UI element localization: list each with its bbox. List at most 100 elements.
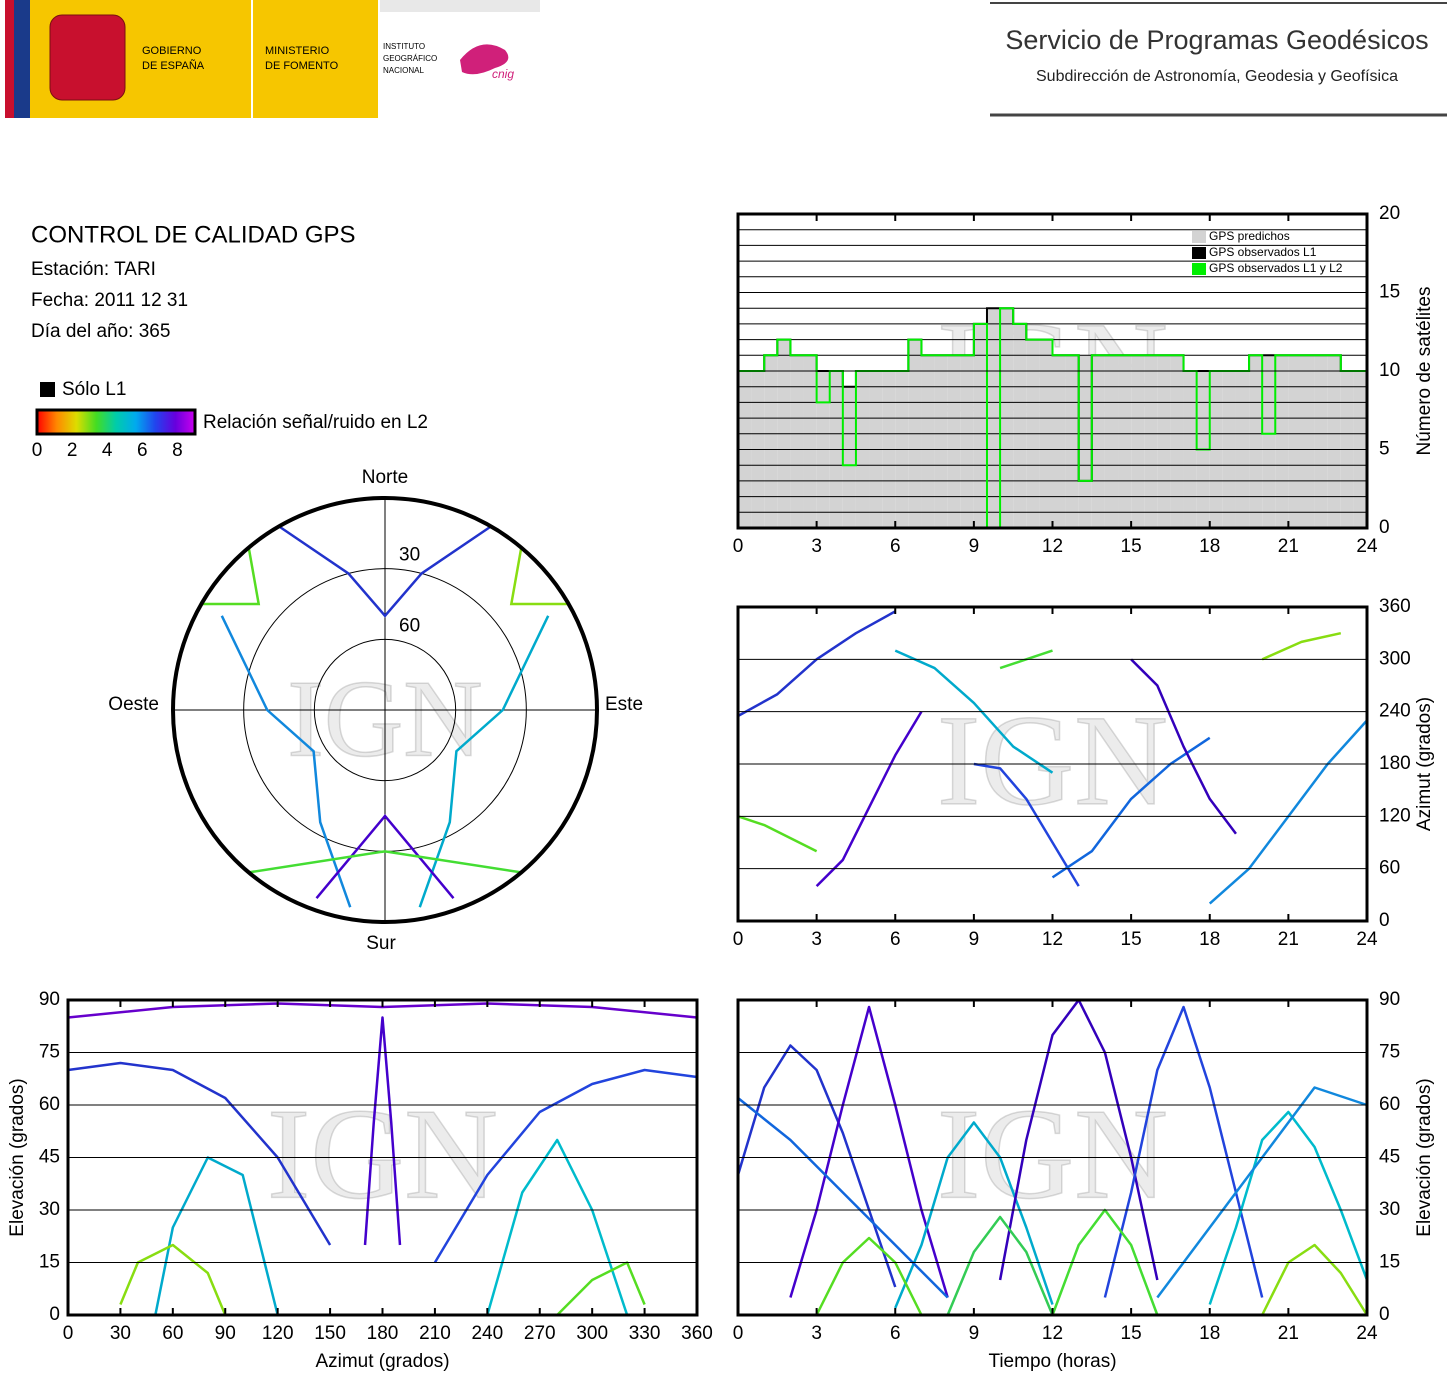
sky-track: [201, 547, 261, 606]
x-tick-label: 21: [1278, 1323, 1299, 1344]
satellite-track: [1261, 631, 1342, 661]
y-tick-label: 0: [1379, 517, 1390, 538]
predicted-bar: [842, 386, 856, 528]
y-tick-label: 90: [39, 989, 60, 1010]
predicted-bar: [1091, 355, 1105, 528]
plot-layer: GPS predichos GPS observados L1 GPS observ…: [738, 229, 1367, 529]
predicted-bar: [1013, 323, 1027, 528]
station: Estación: TARI: [31, 259, 156, 280]
y-tick-label: 30: [1379, 1199, 1400, 1220]
predicted-bar: [1327, 355, 1341, 528]
y-tick-label: 10: [1379, 360, 1400, 381]
plot-frame: [736, 998, 1369, 1317]
satellite-track: [1208, 719, 1368, 905]
snr-label: Relación señal/ruido en L2: [203, 412, 428, 433]
east-label: Este: [605, 694, 643, 715]
predicted-bar: [764, 355, 778, 528]
ign-text: NACIONAL: [383, 66, 424, 75]
x-tick-label: 15: [1121, 536, 1142, 557]
x-tick-label: 6: [890, 536, 901, 557]
y-tick-label: 60: [1379, 858, 1400, 879]
y-tick-label: 60: [39, 1094, 60, 1115]
x-tick-label: 90: [215, 1323, 236, 1344]
y-tick-label: 0: [1379, 910, 1390, 931]
south-label: Sur: [366, 933, 396, 954]
satellite-track: [894, 1121, 1054, 1309]
predicted-bar: [1131, 355, 1145, 528]
y-tick-label: 45: [39, 1147, 60, 1168]
y-tick-label: 300: [1379, 648, 1411, 669]
x-tick-label: 9: [969, 1323, 980, 1344]
x-tick-label: 30: [110, 1323, 131, 1344]
legend-swatch: [1192, 263, 1206, 275]
x-tick-label: 270: [524, 1323, 556, 1344]
ign-text: GEOGRÁFICO: [383, 54, 437, 63]
satellite-track: [789, 1005, 949, 1298]
x-tick-label: 0: [733, 1323, 744, 1344]
predicted-bar: [1262, 355, 1276, 528]
y-tick-label: 90: [1379, 989, 1400, 1010]
predicted-bar: [1118, 355, 1132, 528]
y-axis-label: Número de satélites: [1414, 287, 1435, 456]
sky-track: [278, 525, 492, 618]
horizon-ring: [171, 496, 599, 924]
x-tick-label: 12: [1042, 929, 1063, 950]
gov-text: GOBIERNO: [142, 45, 202, 57]
predicted-bar: [1301, 355, 1315, 528]
sky-track: [248, 850, 522, 874]
sky-track: [220, 615, 352, 908]
y-tick-label: 30: [39, 1199, 60, 1220]
predicted-bar: [921, 355, 935, 528]
satellite-track: [973, 762, 1080, 887]
x-tick-label: 15: [1121, 929, 1142, 950]
x-tick-label: 9: [969, 929, 980, 950]
satellite-track: [737, 815, 818, 853]
satellite-track: [119, 1243, 227, 1316]
predicted-bar: [1249, 355, 1263, 528]
colorbar-tick-label: 0: [32, 440, 43, 461]
predicted-bar: [803, 355, 817, 528]
l1-legend-swatch: [40, 382, 55, 397]
x-tick-label: 24: [1356, 929, 1378, 950]
x-tick-label: 18: [1199, 1323, 1220, 1344]
colorbar-tick-label: 8: [172, 440, 183, 461]
y-tick-label: 45: [1379, 1147, 1400, 1168]
y-tick-label: 15: [1379, 1252, 1400, 1273]
x-tick-label: 6: [890, 1323, 901, 1344]
predicted-bar: [973, 323, 987, 528]
colorbar-tick-label: 4: [102, 440, 113, 461]
satellite-track: [433, 1068, 698, 1264]
gov-text: DE ESPAÑA: [142, 59, 205, 72]
y-tick-label: 360: [1379, 596, 1411, 617]
satellite-track: [67, 1061, 332, 1246]
l1-legend-label: Sólo L1: [62, 379, 126, 400]
predicted-bar: [1104, 355, 1119, 528]
y-tick-label: 75: [39, 1042, 60, 1063]
x-tick-label: 6: [890, 929, 901, 950]
x-axis-label: Tiempo (horas): [988, 1351, 1116, 1372]
y-tick-label: 180: [1379, 753, 1411, 774]
eu-stripe: [14, 0, 30, 118]
x-tick-label: 180: [367, 1323, 399, 1344]
x-tick-label: 60: [162, 1323, 183, 1344]
ministry-text: DE FOMENTO: [265, 60, 339, 72]
y-tick-label: 240: [1379, 701, 1411, 722]
satellite-track: [363, 1016, 402, 1246]
date: Fecha: 2011 12 31: [31, 290, 188, 311]
y-tick-label: 0: [49, 1304, 60, 1325]
x-tick-label: 9: [969, 536, 980, 557]
satellite-track: [946, 1215, 1054, 1316]
ign-text: INSTITUTO: [383, 42, 425, 51]
legend-label: GPS observados L1: [1209, 245, 1317, 259]
satellite-track: [1051, 736, 1211, 879]
north-label: Norte: [362, 467, 408, 488]
satellite-track: [1261, 1243, 1369, 1316]
predicted-bar: [1157, 355, 1171, 528]
x-tick-label: 0: [733, 536, 744, 557]
colorbar-tick-label: 2: [67, 440, 78, 461]
satellite-track: [737, 1097, 949, 1299]
y-tick-label: 15: [1379, 282, 1400, 303]
y-axis-label: Azimut (grados): [1414, 697, 1435, 831]
predicted-bar: [960, 355, 974, 528]
